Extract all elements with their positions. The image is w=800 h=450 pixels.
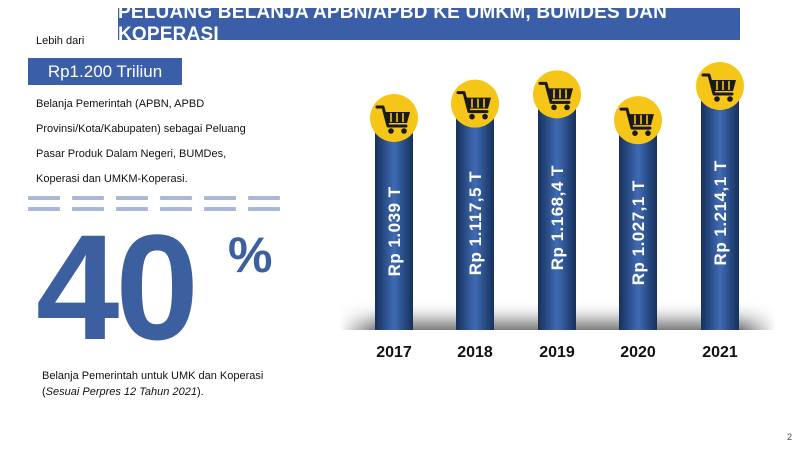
bar-value-label: Rp 1.214,1 T <box>711 160 730 265</box>
x-tick-label: 2021 <box>702 344 738 361</box>
dash-divider <box>28 196 280 218</box>
shopping-cart-icon <box>451 79 499 128</box>
dash <box>204 207 236 211</box>
dash <box>160 196 192 200</box>
dash <box>248 196 280 200</box>
bar-value-label: Rp 1.117,5 T <box>466 171 485 275</box>
shopping-cart-icon <box>370 94 418 142</box>
dash <box>204 196 236 200</box>
cart-wheel <box>388 128 394 134</box>
percentage-caption: Belanja Pemerintah untuk UMK dan Koperas… <box>42 368 342 400</box>
dash-row <box>28 207 280 211</box>
bar-value-label: Rp 1.168,4 T <box>548 165 567 270</box>
dash <box>72 207 104 211</box>
bar <box>619 128 657 330</box>
bar <box>701 94 739 330</box>
x-tick-label: 2017 <box>376 344 412 361</box>
page-number: 2 <box>786 432 792 442</box>
dash <box>116 196 148 200</box>
cart-wheel <box>551 104 557 111</box>
cart-wheel <box>469 113 475 120</box>
cart-handle <box>701 73 734 96</box>
summary-line: Belanja Pemerintah (APBN, APBD <box>36 98 205 110</box>
cart-handle <box>538 81 571 104</box>
cart-wheel <box>632 130 638 136</box>
x-tick-label: 2019 <box>539 344 575 361</box>
cart-handle <box>375 105 408 128</box>
dash <box>28 207 60 211</box>
dash <box>116 207 148 211</box>
page-title: PELUANG BELANJA APBN/APBD KE UMKM, BUMDE… <box>118 2 740 45</box>
cart-handle <box>456 91 489 114</box>
dash <box>28 196 60 200</box>
caption-source: (Sesuai Perpres 12 Tahun 2021). <box>42 384 342 400</box>
summary-line: Provinsi/Kota/Kabupaten) sebagai Peluang <box>36 123 246 135</box>
dash <box>160 207 192 211</box>
cart-handle <box>619 107 652 130</box>
amount-badge: Rp1.200 Triliun <box>28 58 182 85</box>
summary-line: Koperasi dan UMKM-Koperasi. <box>36 173 188 185</box>
dash <box>248 207 280 211</box>
bar <box>538 102 576 330</box>
cart-wheel <box>645 130 651 136</box>
bar-group: Rp 1.039 T 2017 Rp 1.117,5 T 2018 Rp 1.168,4… <box>370 62 744 361</box>
summary-description: Belanja Pemerintah (APBN, APBD Provinsi/… <box>36 92 296 192</box>
bar <box>456 111 494 330</box>
shopping-cart-icon <box>533 70 581 119</box>
caption-close: ). <box>196 386 204 398</box>
cart-wheel <box>482 113 488 120</box>
dash-row <box>28 196 280 200</box>
dash <box>72 196 104 200</box>
summary-prefix: Lebih dari <box>36 35 85 47</box>
summary-line: Pasar Produk Dalam Negeri, BUMDes, <box>36 148 227 160</box>
bar <box>375 126 413 330</box>
shopping-cart-icon <box>696 62 744 110</box>
percentage-value: 40 <box>36 203 199 371</box>
bar-value-label: Rp 1.039 T <box>385 186 404 276</box>
caption-line: Belanja Pemerintah untuk UMK dan Koperas… <box>42 370 264 382</box>
cart-wheel <box>564 104 570 111</box>
bar-value-label: Rp 1.027,1 T <box>629 180 648 285</box>
cart-wheel <box>401 128 407 134</box>
shopping-cart-icon <box>614 96 662 145</box>
caption-open: ( <box>42 386 46 398</box>
caption-italic: Sesuai Perpres 12 Tahun 2021 <box>45 386 197 398</box>
cart-wheel <box>714 96 720 102</box>
percentage-sign: % <box>228 227 273 283</box>
x-tick-label: 2018 <box>457 344 493 361</box>
x-tick-label: 2020 <box>620 344 656 361</box>
cart-wheel <box>727 96 733 102</box>
